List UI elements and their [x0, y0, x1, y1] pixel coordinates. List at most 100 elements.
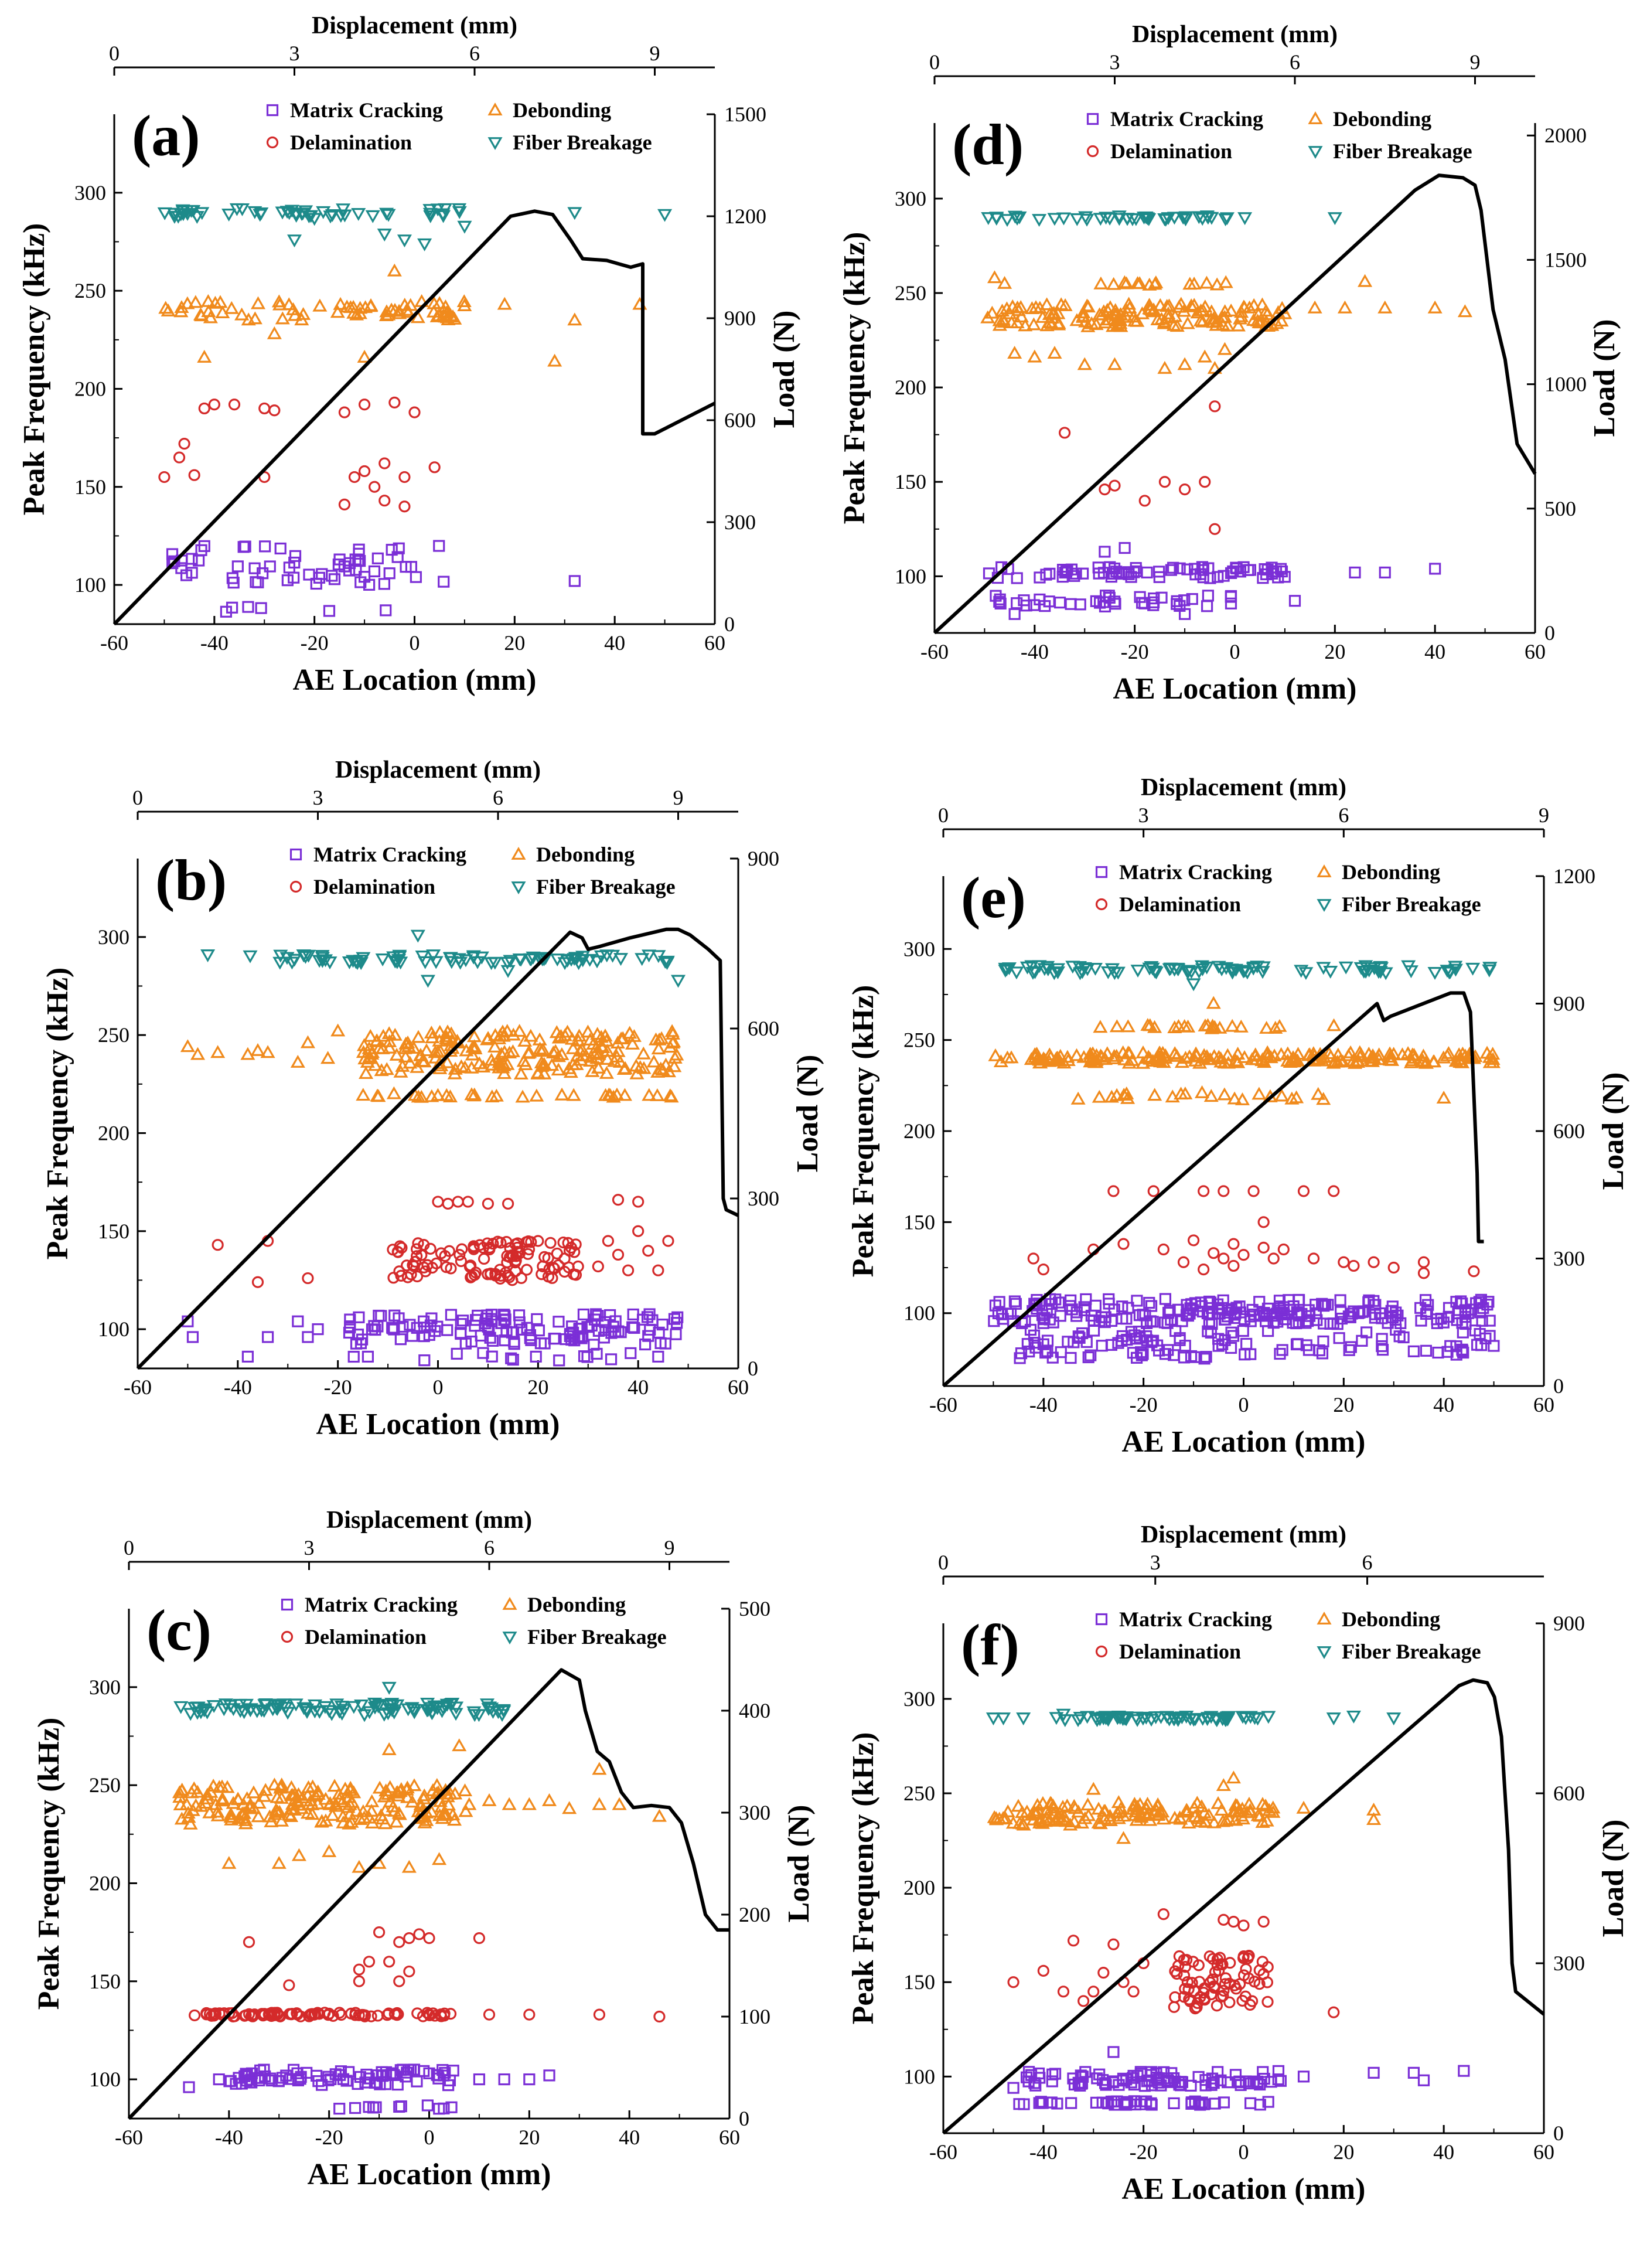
data-point-db — [606, 1089, 621, 1103]
data-point-mc — [1135, 1346, 1147, 1358]
data-point-db — [1002, 306, 1017, 319]
data-point-db — [1234, 309, 1249, 322]
top-tick-label: 6 — [1338, 803, 1349, 827]
y-tick-label: 200 — [89, 1871, 121, 1895]
data-point-db — [1228, 1053, 1243, 1067]
data-point-mc — [1213, 1303, 1225, 1315]
data-point-mc — [404, 1319, 416, 1331]
data-point-fb — [1427, 967, 1443, 980]
legend-label-dl: Delamination — [1110, 139, 1232, 163]
data-point-mc — [513, 1309, 526, 1322]
data-point-mc — [1484, 1315, 1496, 1327]
data-point-db — [203, 310, 218, 323]
data-point-dl — [1187, 1234, 1200, 1247]
data-point-fb — [1203, 1711, 1219, 1724]
data-point-fb — [307, 213, 322, 226]
right-tick-label: 0 — [1553, 1374, 1564, 1398]
legend-label-mc: Matrix Cracking — [313, 843, 466, 866]
data-point-fb — [1386, 1712, 1402, 1726]
data-point-db — [429, 309, 445, 322]
data-point-dl — [378, 457, 391, 469]
data-point-db — [448, 1786, 463, 1800]
data-point-fb — [234, 203, 250, 216]
series-dl — [1027, 1185, 1480, 1279]
data-point-mc — [1162, 2074, 1174, 2087]
panel-label: (e) — [961, 865, 1026, 930]
data-point-db — [188, 295, 203, 308]
data-point-mc — [1225, 1341, 1237, 1354]
series-fb — [173, 1681, 512, 1722]
data-point-mc — [1171, 598, 1183, 610]
x-axis-label: AE Location (mm) — [1122, 2172, 1366, 2206]
data-point-mc — [393, 2100, 405, 2113]
data-point-dl — [408, 406, 421, 418]
data-point-fb — [1178, 213, 1194, 227]
data-point-db — [251, 1796, 267, 1809]
data-point-fb — [458, 954, 473, 968]
data-point-db — [1111, 1811, 1126, 1824]
data-point-db — [1147, 277, 1162, 290]
data-point-mc — [1201, 600, 1213, 612]
x-tick-label: 60 — [1533, 1393, 1554, 1416]
data-point-mc — [316, 568, 328, 580]
data-point-mc — [312, 1323, 324, 1336]
data-point-fb — [346, 1701, 362, 1714]
data-point-dl — [358, 465, 371, 478]
data-point-mc — [1090, 595, 1102, 607]
data-point-fb — [272, 956, 288, 970]
data-point-db — [1337, 300, 1352, 314]
data-point-fb — [1346, 1710, 1361, 1724]
data-point-db — [545, 1046, 561, 1058]
data-point-fb — [1099, 212, 1114, 225]
data-point-mc — [1141, 1317, 1153, 1329]
data-point-db — [600, 1044, 615, 1057]
data-point-fb — [484, 1702, 499, 1716]
data-point-db — [438, 1783, 453, 1796]
data-point-dl — [411, 2007, 424, 2020]
data-point-mc — [531, 1313, 543, 1326]
data-point-fb — [471, 1709, 486, 1722]
data-point-mc — [643, 1308, 656, 1320]
data-point-mc — [437, 2063, 449, 2076]
data-point-db — [267, 326, 282, 339]
y-tick-label: 300 — [74, 181, 106, 205]
data-point-fb — [173, 1701, 189, 1714]
data-point-db — [275, 311, 290, 325]
data-point-mc — [482, 1320, 494, 1333]
data-point-db — [1149, 1803, 1164, 1816]
data-point-db — [1312, 1047, 1328, 1060]
data-point-db — [300, 1035, 315, 1048]
data-point-db — [1290, 1047, 1306, 1060]
data-point-mc — [1222, 1310, 1234, 1323]
data-point-mc — [1125, 2076, 1137, 2089]
data-point-db — [441, 1797, 456, 1811]
data-point-db — [1153, 1054, 1168, 1068]
data-point-mc — [486, 1334, 499, 1347]
data-point-db — [393, 1784, 408, 1797]
data-point-fb — [407, 1706, 422, 1719]
data-point-db — [537, 1066, 552, 1079]
data-point-db — [1135, 1045, 1151, 1058]
data-point-db — [1058, 298, 1073, 311]
data-point-db — [336, 1815, 351, 1828]
data-point-db — [1230, 1055, 1246, 1068]
data-point-db — [1244, 1052, 1260, 1065]
data-point-fb — [258, 1698, 274, 1711]
data-point-fb — [466, 1706, 482, 1719]
data-point-mc — [1393, 1330, 1406, 1343]
series-db — [172, 1738, 667, 1873]
data-point-fb — [1073, 1712, 1088, 1725]
data-point-mc — [352, 2078, 364, 2090]
data-point-db — [363, 1029, 378, 1042]
data-point-mc — [578, 1350, 591, 1363]
data-point-db — [1311, 1087, 1326, 1100]
data-point-db — [554, 1087, 570, 1101]
data-point-db — [1235, 1092, 1250, 1105]
data-point-dl — [562, 1237, 574, 1249]
data-point-db — [1220, 318, 1236, 332]
data-point-db — [1048, 1813, 1063, 1826]
data-point-db — [1007, 346, 1022, 359]
data-point-dl — [1227, 1259, 1240, 1272]
right-y-axis-label: Load (N) — [1588, 319, 1621, 437]
